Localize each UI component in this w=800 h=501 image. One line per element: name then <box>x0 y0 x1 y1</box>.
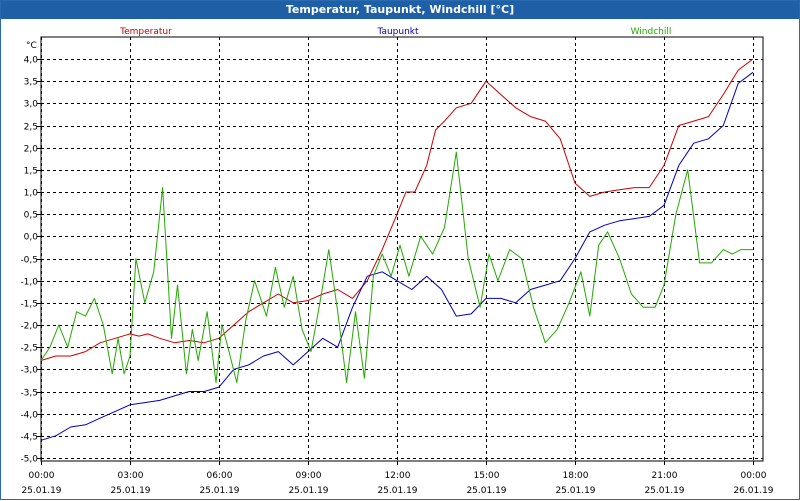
y-axis-label: °C <box>26 41 37 51</box>
y-tick-label: -5,0 <box>20 455 38 465</box>
x-tick-date: 25.01.19 <box>377 486 417 496</box>
x-tick-date: 25.01.19 <box>555 486 595 496</box>
axes: 4,0 3,5 3,0 2,5 2,0 1,5 1,0 0,5 0,0 -0,5 -1,0 -1,5 -… <box>20 41 773 496</box>
x-tick-date: 25.01.19 <box>199 486 239 496</box>
series-line-windchill <box>40 151 753 384</box>
x-tick-label: 03:00 <box>118 471 144 481</box>
x-tick-label: 00:00 <box>29 471 55 481</box>
y-tick-label: -3,5 <box>20 389 38 399</box>
x-tick-label: 15:00 <box>474 471 500 481</box>
x-tick-label: 09:00 <box>296 471 322 481</box>
y-tick-label: -4,5 <box>20 433 38 443</box>
y-tick-label: -1,5 <box>20 300 38 310</box>
legend-taupunkt: Taupunkt <box>376 27 419 37</box>
x-tick-date: 25.01.19 <box>288 486 328 496</box>
x-tick-date: 26.01.19 <box>733 486 773 496</box>
y-tick-label: 2,0 <box>24 145 39 155</box>
y-tick-label: 1,0 <box>24 189 39 199</box>
chart-title: Temperatur, Taupunkt, Windchill [°C] <box>1 1 799 19</box>
y-tick-label: 4,0 <box>24 56 39 66</box>
y-tick-label: 3,0 <box>24 100 39 110</box>
x-tick-label: 12:00 <box>385 471 411 481</box>
y-tick-label: -4,0 <box>20 411 38 421</box>
legend-temperatur: Temperatur <box>119 27 172 37</box>
x-tick-label: 21:00 <box>652 471 678 481</box>
legend: Temperatur Taupunkt Windchill <box>119 27 671 37</box>
y-tick-label: -3,0 <box>20 366 38 376</box>
x-tick-label: 18:00 <box>563 471 589 481</box>
y-tick-label: -2,5 <box>20 344 38 354</box>
y-tick-label: -1,0 <box>20 278 38 288</box>
y-tick-label: -0,5 <box>20 256 38 266</box>
y-tick-label: 1,5 <box>24 167 38 177</box>
x-tick-label: 06:00 <box>207 471 233 481</box>
x-tick-date: 25.01.19 <box>21 486 61 496</box>
y-tick-label: 3,5 <box>24 78 38 88</box>
y-tick-label: 0,5 <box>24 211 38 221</box>
y-tick-label: 0,0 <box>24 233 39 243</box>
y-tick-label: -2,0 <box>20 322 38 332</box>
grid <box>41 37 763 461</box>
y-tick-label: 2,5 <box>24 123 38 133</box>
series <box>40 58 754 441</box>
x-tick-date: 25.01.19 <box>644 486 684 496</box>
series-line-temperatur <box>40 58 754 361</box>
series-line-taupunkt <box>40 71 754 441</box>
x-tick-date: 25.01.19 <box>466 486 506 496</box>
legend-windchill: Windchill <box>631 27 672 37</box>
plot-frame <box>40 36 764 462</box>
x-tick-date: 25.01.19 <box>110 486 150 496</box>
x-tick-label: 00:00 <box>741 471 767 481</box>
